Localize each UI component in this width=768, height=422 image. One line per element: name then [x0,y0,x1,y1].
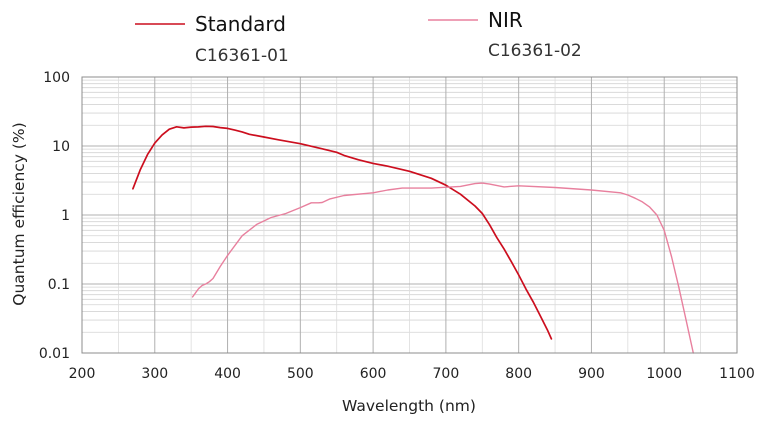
legend: Standard C16361-01 NIR C16361-02 [135,8,582,66]
series-line-standard [132,125,553,340]
y-axis-title: Quantum efficiency (%) [10,122,28,305]
legend-model-nir: C16361-02 [488,41,582,61]
x-tick-label: 700 [433,366,460,382]
x-tick-label: 600 [360,366,387,382]
y-tick-label: 0.01 [39,346,70,362]
x-tick-label: 400 [214,366,241,382]
y-tick-label: 10 [52,139,70,155]
plot-frame [81,76,738,354]
x-tick-label: 900 [578,366,605,382]
y-tick-label: 0.1 [48,277,70,293]
x-tick-label: 800 [505,366,532,382]
y-tick-label: 1 [61,208,70,224]
series-line-nir [191,182,694,354]
x-tick-label: 200 [69,366,96,382]
legend-label-nir: NIR [488,8,523,32]
legend-label-standard: Standard [195,12,286,36]
x-axis-title: Wavelength (nm) [342,397,476,415]
x-tick-label: 300 [141,366,168,382]
data-series [132,125,694,354]
legend-model-standard: C16361-01 [195,46,289,66]
x-tick-label: 1100 [719,366,755,382]
x-tick-label: 500 [287,366,314,382]
y-tick-label: 100 [43,70,70,86]
axes: 0.01 0.1 1 10 100 200 300 400 500 600 700 800 900 100… [39,70,755,382]
x-tick-label: 1000 [646,366,682,382]
